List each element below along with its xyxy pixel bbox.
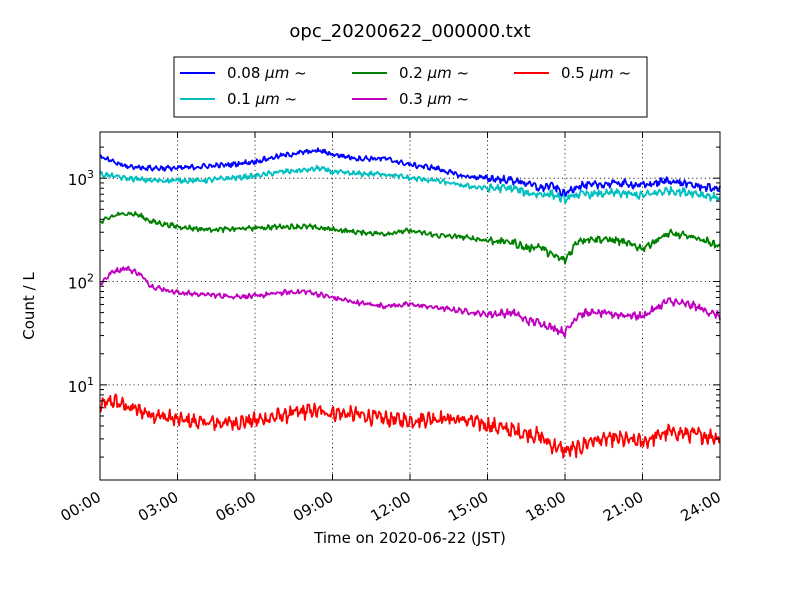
x-tick-label: 12:00 [368, 488, 414, 525]
series-line [99, 211, 721, 265]
legend-entries: 0.08 μm ~ 0.1 μm ~ 0.2 μm ~ 0.3 μm ~ 0.5 μm … [180, 64, 631, 108]
series-line [99, 147, 721, 197]
legend-label: 0.5 μm ~ [561, 64, 631, 82]
y-tick-label: 102 [68, 272, 94, 293]
series-line [99, 393, 721, 459]
x-tick-labels: 00:00 03:00 06:00 09:00 12:00 15:00 18:00 21:00… [58, 488, 724, 525]
series-line [99, 164, 721, 204]
legend: 0.08 μm ~ 0.1 μm ~ 0.2 μm ~ 0.3 μm ~ 0.5 μm … [173, 56, 648, 118]
x-tick-label: 09:00 [290, 488, 336, 525]
chart-title: opc_20200622_000000.txt [289, 21, 530, 42]
legend-label: 0.1 μm ~ [227, 90, 297, 108]
x-tick-label: 24:00 [678, 488, 724, 525]
x-tick-label: 00:00 [58, 488, 104, 525]
legend-label: 0.3 μm ~ [399, 90, 469, 108]
x-tick-label: 03:00 [135, 488, 181, 525]
y-axis-label: Count / L [20, 272, 38, 340]
x-tick-label: 18:00 [523, 488, 569, 525]
legend-label: 0.2 μm ~ [399, 64, 469, 82]
x-tick-label: 21:00 [600, 488, 646, 525]
x-tick-label: 06:00 [213, 488, 259, 525]
x-axis-label: Time on 2020-06-22 (JST) [313, 529, 506, 547]
y-tick-labels: 101 102 103 [68, 168, 94, 396]
axis-ticks [99, 132, 721, 480]
y-tick-label: 103 [68, 168, 94, 189]
legend-box [173, 56, 648, 118]
x-tick-label: 15:00 [445, 488, 491, 525]
y-tick-label: 101 [68, 375, 94, 396]
series-lines [99, 147, 721, 459]
legend-label: 0.08 μm ~ [227, 64, 307, 82]
series-line [99, 265, 721, 338]
